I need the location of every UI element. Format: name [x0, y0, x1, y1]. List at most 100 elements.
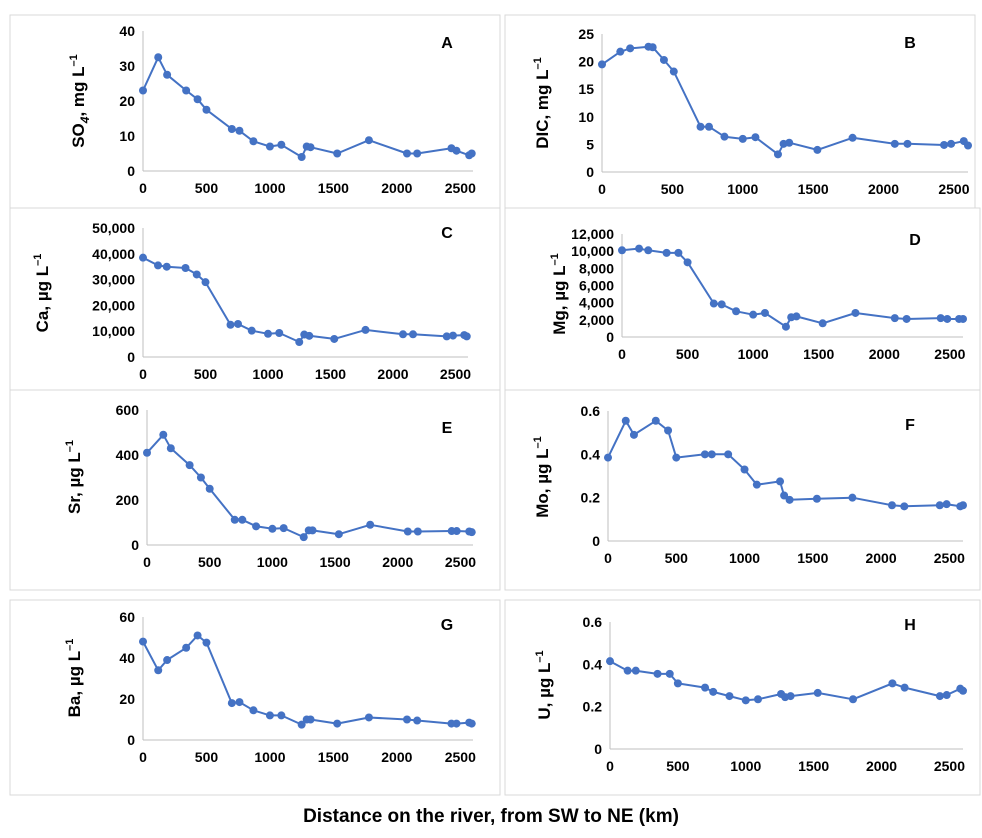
- data-point: [452, 719, 461, 728]
- y-tick-label: 0.2: [581, 490, 601, 506]
- data-point: [753, 695, 762, 704]
- data-point: [306, 143, 315, 152]
- data-point: [449, 331, 457, 340]
- x-tick-label: 1500: [318, 749, 349, 765]
- data-point: [182, 643, 191, 652]
- data-point: [249, 137, 258, 146]
- data-point: [247, 326, 256, 335]
- y-axis-label: SO4, mg L–1: [68, 54, 92, 148]
- y-tick-label: 20: [578, 54, 594, 70]
- data-point: [696, 122, 705, 131]
- data-point: [154, 261, 162, 270]
- x-tick-label: 1500: [319, 554, 350, 570]
- data-point: [780, 491, 789, 500]
- y-tick-label: 0: [127, 163, 135, 179]
- x-tick-label: 2500: [440, 366, 471, 382]
- chart-panel-e: 0 200 400 600 0 500 1000 1500 2000 2500 Sr, µg L–1…: [9, 389, 501, 591]
- data-point: [413, 527, 422, 536]
- data-point: [364, 136, 373, 145]
- data-point: [452, 527, 461, 536]
- x-tick-label: 2000: [866, 758, 897, 774]
- data-point: [306, 715, 315, 724]
- data-point: [227, 125, 236, 133]
- data-point: [740, 465, 749, 474]
- data-point: [234, 319, 242, 328]
- data-point: [235, 126, 244, 135]
- data-point: [235, 698, 244, 707]
- y-axis-label: Mg, µg L–1: [549, 253, 569, 335]
- x-tick-label: 2000: [381, 180, 412, 196]
- data-point: [305, 331, 314, 340]
- y-tick-label: 5: [586, 136, 594, 152]
- y-tick-label: 30: [119, 58, 135, 74]
- y-axis-label: Mo, µg L–1: [532, 436, 552, 518]
- data-point: [752, 480, 761, 489]
- y-tick-label: 6,000: [579, 278, 614, 294]
- data-point: [709, 687, 718, 696]
- data-point: [249, 706, 258, 715]
- data-point: [413, 149, 422, 158]
- data-point: [205, 484, 214, 493]
- x-tick-label: 1000: [729, 550, 760, 566]
- y-tick-label: 8,000: [579, 260, 614, 276]
- x-tick-label: 0: [139, 366, 147, 382]
- data-point: [900, 502, 909, 511]
- y-tick-label: 0.6: [583, 614, 603, 630]
- y-axis-label: DIC, mg L–1: [532, 57, 552, 149]
- panel-frame: [504, 389, 981, 591]
- y-tick-label: 600: [116, 402, 140, 418]
- x-tick-label: 500: [195, 180, 219, 196]
- y-axis-label: Ca, µg L–1: [32, 254, 52, 333]
- data-point: [738, 134, 747, 143]
- data-point: [818, 319, 827, 328]
- panel-letter: A: [441, 35, 453, 52]
- x-tick-label: 1500: [798, 181, 829, 197]
- data-point: [940, 140, 949, 149]
- data-point: [623, 666, 632, 675]
- data-point: [776, 477, 785, 486]
- data-point: [279, 524, 288, 533]
- data-point: [653, 669, 662, 678]
- data-point: [749, 310, 758, 319]
- data-point: [959, 501, 967, 510]
- data-point: [935, 501, 944, 510]
- data-point: [664, 426, 673, 435]
- y-tick-label: 40: [119, 23, 135, 39]
- y-axis-label: U, µg L–1: [534, 650, 554, 719]
- data-point: [942, 691, 951, 700]
- panel-letter: E: [442, 420, 453, 437]
- y-tick-label: 10: [119, 128, 135, 144]
- x-tick-label: 1000: [730, 758, 761, 774]
- x-tick-label: 1000: [252, 366, 283, 382]
- data-point: [606, 657, 614, 666]
- data-point: [403, 149, 411, 158]
- data-point: [193, 95, 202, 104]
- panel-letter: D: [909, 232, 921, 249]
- x-tick-label: 500: [194, 366, 218, 382]
- data-point: [674, 248, 683, 257]
- x-tick-label: 2000: [377, 366, 408, 382]
- data-point: [959, 314, 967, 323]
- data-point: [635, 244, 644, 253]
- x-tick-label: 1500: [798, 758, 829, 774]
- data-point: [334, 530, 343, 539]
- y-tick-label: 0: [594, 741, 602, 757]
- x-tick-label: 1500: [318, 180, 349, 196]
- data-point: [648, 43, 657, 52]
- data-point: [409, 330, 417, 339]
- data-point: [275, 329, 284, 338]
- data-point: [442, 332, 451, 341]
- data-point: [888, 501, 896, 510]
- data-point: [154, 53, 163, 62]
- data-point: [403, 527, 412, 536]
- data-point: [781, 322, 790, 331]
- data-point: [942, 500, 951, 509]
- panel-frame: [504, 599, 981, 796]
- chart-panel-c: 0 10,000 20,000 30,000 40,000 50,000 0 500 1000 1…: [9, 207, 501, 399]
- x-tick-label: 2500: [934, 758, 965, 774]
- data-point: [849, 695, 858, 704]
- series-line: [146, 433, 472, 539]
- y-tick-label: 0: [127, 732, 135, 748]
- x-tick-label: 500: [198, 554, 222, 570]
- panel-frame: [9, 599, 501, 796]
